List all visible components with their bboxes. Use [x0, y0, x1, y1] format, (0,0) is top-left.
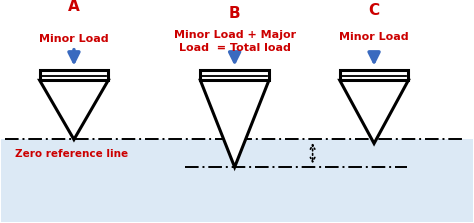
Text: B: B: [229, 6, 240, 21]
Text: Minor Load: Minor Load: [339, 32, 409, 42]
Bar: [0, 140, 474, 222]
Text: A: A: [68, 0, 80, 14]
Text: Minor Load + Major
Load  = Total load: Minor Load + Major Load = Total load: [173, 30, 296, 53]
Polygon shape: [40, 80, 108, 140]
Bar: [40, 70, 108, 80]
Polygon shape: [201, 80, 269, 167]
Text: Zero reference line: Zero reference line: [15, 149, 128, 159]
Bar: [340, 70, 408, 80]
Text: C: C: [368, 3, 380, 18]
Bar: [201, 70, 269, 80]
Polygon shape: [340, 80, 408, 143]
Text: Minor Load: Minor Load: [39, 34, 109, 44]
